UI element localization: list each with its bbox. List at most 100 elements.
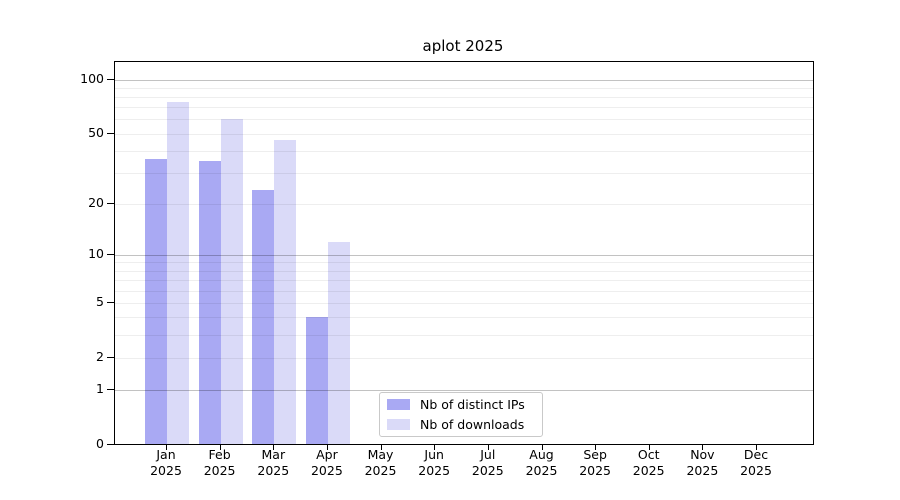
x-tick-month: Jan (156, 447, 176, 462)
x-tick-year: 2025 (579, 462, 611, 478)
x-tick-month: Aug (529, 447, 554, 462)
legend-swatch-distinct-ips (387, 399, 410, 410)
x-tick-year: 2025 (471, 462, 504, 478)
gridline-y-40 (115, 150, 813, 152)
x-tick-month: Sep (583, 447, 607, 462)
y-tick-label-2: 2 (96, 348, 104, 364)
x-tick-year: 2025 (257, 462, 290, 478)
chart-title: aplot 2025 (422, 37, 504, 55)
x-tick-label-jun: Jun 2025 (407, 447, 461, 478)
y-tick-mark-1 (107, 388, 114, 390)
y-tick-mark-5 (107, 301, 114, 303)
x-tick-mark-nov (702, 444, 704, 450)
gridline-y-30 (115, 172, 813, 174)
x-tick-label-nov: Nov 2025 (675, 447, 729, 478)
x-tick-label-oct: Oct 2025 (622, 447, 676, 478)
y-tick-mark-100 (107, 78, 114, 80)
bar-distinct-ips-feb (198, 161, 221, 444)
legend: Nb of distinct IPs Nb of downloads (379, 392, 543, 437)
legend-item-downloads: Nb of downloads (387, 417, 542, 432)
y-tick-mark-2 (107, 356, 114, 358)
bar-downloads-jan (167, 102, 189, 444)
gridline-y-80 (115, 97, 813, 98)
gridline-y-7 (115, 280, 813, 281)
x-tick-label-sep: Sep 2025 (568, 447, 622, 478)
gridline-y-2 (115, 357, 813, 359)
x-tick-month: Mar (261, 447, 286, 462)
bar-downloads-apr (327, 241, 350, 444)
gridline-y-70 (115, 107, 813, 109)
bar-distinct-ips-apr (305, 317, 328, 444)
gridline-y-3 (115, 334, 813, 336)
x-tick-label-mar: Mar 2025 (246, 447, 300, 478)
x-tick-mark-aug (541, 444, 543, 450)
x-tick-month: Jul (480, 447, 496, 462)
x-tick-mark-sep (595, 444, 597, 450)
gridline-y-20 (115, 203, 813, 205)
x-tick-mark-apr (326, 444, 328, 450)
legend-swatch-downloads (387, 419, 410, 430)
x-tick-mark-jul (487, 444, 489, 450)
y-tick-label-10: 10 (88, 245, 104, 261)
x-tick-month: Oct (637, 447, 660, 462)
x-tick-mark-jun (434, 444, 436, 450)
bar-distinct-ips-mar (252, 189, 275, 444)
gridline-y-60 (115, 119, 813, 121)
x-tick-mark-oct (648, 444, 650, 450)
bar-distinct-ips-jan (145, 158, 167, 444)
x-tick-label-dec: Dec 2025 (729, 447, 783, 478)
y-tick-label-20: 20 (88, 194, 104, 210)
gridline-y-1 (115, 389, 813, 391)
gridline-y-100 (115, 79, 813, 81)
x-tick-year: 2025 (150, 462, 182, 478)
x-tick-mark-mar (273, 444, 275, 450)
x-tick-month: May (367, 447, 394, 462)
y-tick-label-1: 1 (96, 380, 104, 396)
x-tick-label-jul: Jul 2025 (461, 447, 515, 478)
x-tick-month: Dec (743, 447, 769, 462)
x-tick-label-aug: Aug 2025 (515, 447, 569, 478)
legend-item-distinct-ips: Nb of distinct IPs (387, 397, 542, 412)
plot-area: Nb of distinct IPs Nb of downloads (114, 61, 814, 445)
y-tick-label-100: 100 (80, 70, 104, 86)
gridline-y-50 (115, 133, 813, 135)
x-tick-month: Jun (424, 447, 444, 462)
x-tick-month: Feb (208, 447, 231, 462)
x-tick-year: 2025 (632, 462, 665, 478)
legend-label-downloads: Nb of downloads (420, 417, 525, 432)
legend-label-distinct-ips: Nb of distinct IPs (420, 397, 525, 412)
x-tick-mark-may (380, 444, 382, 450)
x-tick-year: 2025 (364, 462, 397, 478)
x-tick-label-jan: Jan 2025 (139, 447, 193, 478)
gridline-y-4 (115, 317, 813, 319)
x-tick-year: 2025 (310, 462, 343, 478)
y-tick-mark-50 (107, 132, 114, 134)
y-tick-label-50: 50 (88, 124, 104, 140)
gridline-y-90 (115, 87, 813, 89)
y-tick-label-5: 5 (96, 293, 104, 309)
gridline-y-5 (115, 302, 813, 304)
bar-downloads-mar (274, 140, 297, 444)
x-tick-month: Nov (690, 447, 715, 462)
bar-downloads-feb (220, 119, 243, 444)
y-tick-mark-20 (107, 202, 114, 204)
y-tick-label-0: 0 (96, 435, 104, 451)
x-tick-label-feb: Feb 2025 (193, 447, 247, 478)
x-tick-mark-feb (219, 444, 221, 450)
gridline-y-8 (115, 270, 813, 272)
x-tick-year: 2025 (418, 462, 451, 478)
x-tick-mark-jan (166, 444, 167, 450)
gridline-y-6 (115, 290, 813, 292)
x-tick-year: 2025 (525, 462, 558, 478)
x-tick-month: Apr (316, 447, 338, 462)
y-tick-mark-0 (107, 443, 114, 445)
y-tick-mark-10 (107, 253, 114, 255)
x-tick-label-may: May 2025 (354, 447, 408, 478)
x-tick-year: 2025 (740, 462, 772, 478)
x-tick-year: 2025 (686, 462, 719, 478)
gridline-y-9 (115, 262, 813, 264)
x-tick-mark-dec (756, 444, 757, 450)
x-tick-year: 2025 (203, 462, 236, 478)
x-tick-label-apr: Apr 2025 (300, 447, 354, 478)
